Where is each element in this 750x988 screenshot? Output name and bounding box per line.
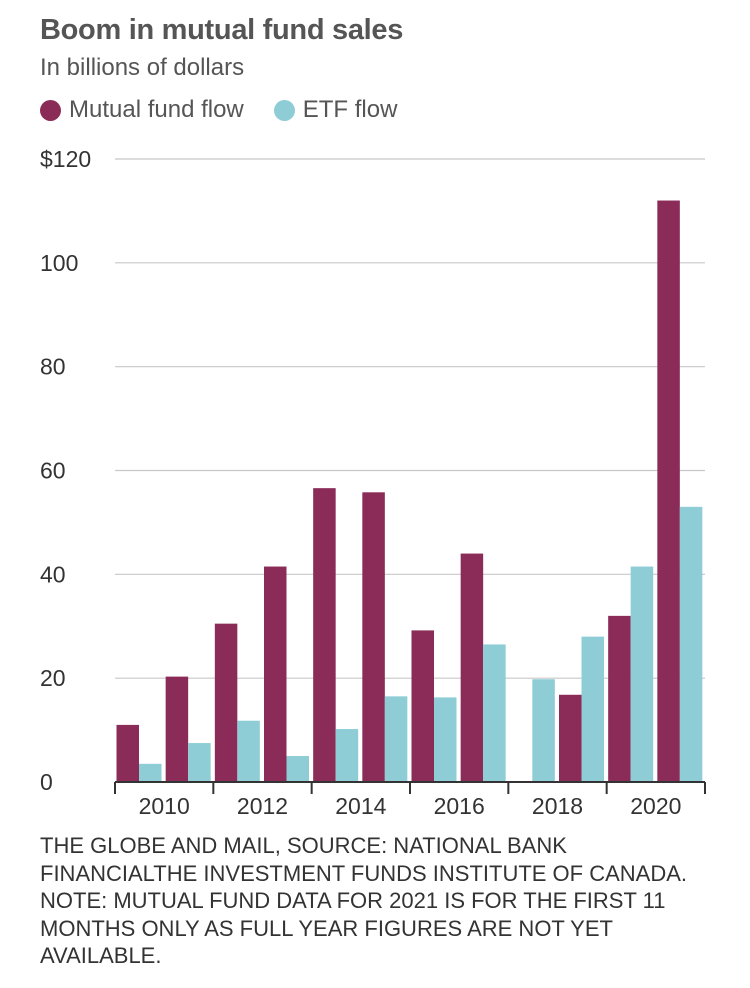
- x-tick-label: 2014: [335, 793, 386, 819]
- bar-etf-flow: [483, 644, 506, 782]
- bar-etf-flow: [335, 729, 359, 782]
- bar-etf-flow: [286, 756, 309, 782]
- bar-etf-flow: [679, 506, 703, 782]
- bar-mutual-fund-flow: [411, 630, 434, 782]
- bar-mutual-fund-flow: [657, 200, 680, 782]
- bar-mutual-fund-flow: [608, 615, 631, 782]
- y-tick-label: 20: [40, 665, 66, 691]
- bar-etf-flow: [434, 697, 457, 782]
- bar-mutual-fund-flow: [362, 492, 385, 782]
- bar-etf-flow: [237, 720, 260, 782]
- bar-etf-flow: [188, 743, 211, 782]
- x-tick-label: 2020: [630, 793, 681, 819]
- bar-etf-flow: [139, 763, 162, 782]
- legend: Mutual fund flow ETF flow: [40, 96, 427, 124]
- bar-etf-flow: [630, 566, 654, 782]
- legend-swatch-mutual-fund: [40, 99, 61, 121]
- bar-mutual-fund-flow: [313, 488, 336, 782]
- x-tick-label: 2012: [237, 793, 288, 819]
- bar-etf-flow: [581, 636, 604, 782]
- x-tick-label: 2018: [532, 793, 583, 819]
- x-tick-label: 2010: [139, 793, 190, 819]
- legend-swatch-etf: [273, 99, 295, 121]
- legend-label-mutual-fund: Mutual fund flow: [69, 96, 244, 123]
- source-note: THE GLOBE AND MAIL, SOURCE: NATIONAL BAN…: [40, 833, 688, 968]
- bar-etf-flow: [532, 679, 555, 782]
- bar-mutual-fund-flow: [116, 724, 139, 782]
- legend-item-etf: ETF flow: [273, 96, 398, 124]
- x-tick-label: 2016: [434, 793, 485, 819]
- y-tick-label: 100: [40, 250, 78, 276]
- y-tick-label: 0: [40, 769, 53, 795]
- bar-mutual-fund-flow: [559, 694, 582, 782]
- bar-mutual-fund-flow: [214, 623, 238, 782]
- legend-label-etf: ETF flow: [302, 96, 398, 123]
- bar-etf-flow: [384, 696, 408, 782]
- legend-item-mutual-fund: Mutual fund flow: [40, 96, 244, 124]
- bar-chart: 0 20 40 60 80 100 $120 2010 2012 2014 2016 2018 2020: [40, 146, 706, 819]
- bar-mutual-fund-flow: [264, 566, 287, 782]
- chart-title: Boom in mutual fund sales: [40, 14, 404, 46]
- y-tick-label: 40: [40, 561, 66, 587]
- chart-subtitle: In billions of dollars: [40, 54, 245, 81]
- bar-mutual-fund-flow: [460, 553, 484, 782]
- bar-mutual-fund-flow: [165, 676, 189, 782]
- y-tick-label: 80: [40, 354, 66, 380]
- y-tick-label: $120: [40, 146, 91, 172]
- y-tick-label: 60: [40, 458, 66, 484]
